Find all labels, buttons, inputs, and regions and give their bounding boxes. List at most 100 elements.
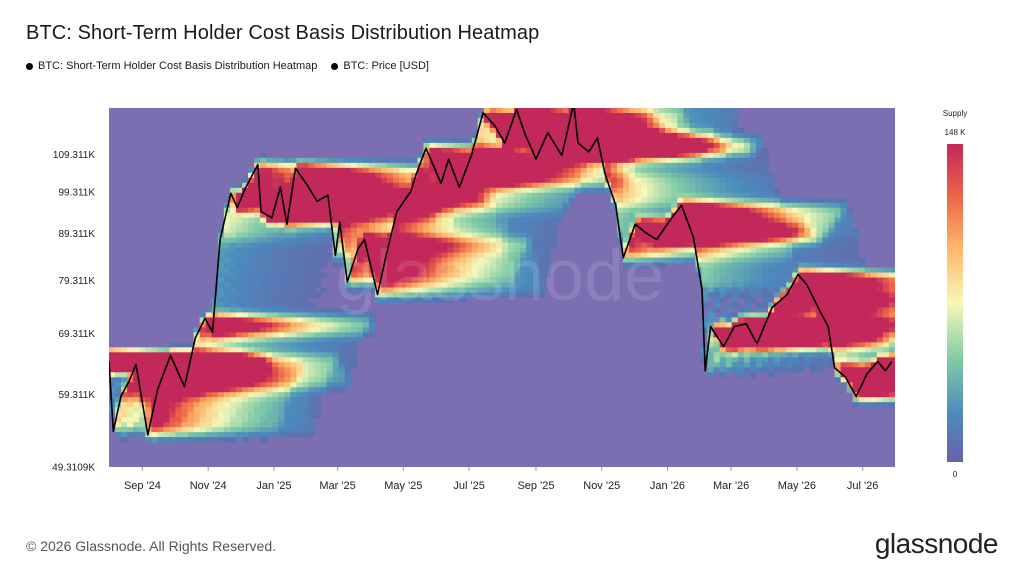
heatmap-cell bbox=[876, 272, 884, 279]
heatmap-cell bbox=[713, 342, 721, 348]
heatmap-cell bbox=[290, 297, 298, 304]
heatmap-cell bbox=[538, 152, 545, 159]
heatmap-cell bbox=[834, 202, 842, 209]
heatmap-cell bbox=[139, 372, 146, 378]
legend-item-price[interactable]: BTC: Price [USD] bbox=[331, 60, 429, 72]
heatmap-cell bbox=[278, 402, 285, 408]
heatmap-cell bbox=[465, 167, 473, 174]
heatmap-cell bbox=[423, 182, 431, 189]
heatmap-cell bbox=[115, 357, 122, 363]
heatmap-cell bbox=[405, 247, 412, 254]
heatmap-cell bbox=[701, 108, 709, 114]
heatmap-cell bbox=[187, 387, 195, 393]
heatmap-cell bbox=[308, 222, 316, 229]
heatmap-cell bbox=[768, 292, 775, 299]
heatmap-cell bbox=[199, 367, 207, 373]
heatmap-cell bbox=[816, 262, 824, 269]
heatmap-cell bbox=[326, 172, 334, 179]
heatmap-cell bbox=[441, 232, 449, 239]
heatmap-cell bbox=[695, 212, 703, 219]
heatmap-cell bbox=[387, 267, 394, 274]
heatmap-cell bbox=[846, 222, 854, 229]
heatmap-cell bbox=[320, 247, 328, 254]
heatmap-cell bbox=[556, 177, 564, 184]
heatmap-cell bbox=[532, 262, 539, 269]
heatmap-cell bbox=[296, 297, 304, 304]
heatmap-cell bbox=[465, 197, 473, 204]
heatmap-cell bbox=[302, 212, 310, 219]
heatmap-cell bbox=[768, 207, 775, 214]
heatmap-cell bbox=[508, 157, 515, 164]
heatmap-cell bbox=[465, 212, 473, 219]
heatmap-cell bbox=[707, 108, 715, 114]
heatmap-cell bbox=[550, 112, 558, 119]
heatmap-cell bbox=[810, 282, 817, 289]
heatmap-cell bbox=[502, 122, 509, 129]
heatmap-cell bbox=[223, 422, 231, 428]
heatmap-cell bbox=[852, 272, 860, 279]
heatmap-cell bbox=[266, 432, 273, 438]
heatmap-cell bbox=[604, 147, 612, 154]
heatmap-cell bbox=[768, 247, 775, 254]
heatmap-cell bbox=[344, 312, 352, 319]
heatmap-cell bbox=[659, 207, 666, 214]
heatmap-cell bbox=[387, 167, 394, 174]
heatmap-cell bbox=[429, 202, 437, 209]
heatmap-cell bbox=[278, 267, 285, 274]
heatmap-cell bbox=[375, 167, 382, 174]
heatmap-cell bbox=[713, 117, 721, 124]
heatmap-cell bbox=[707, 347, 715, 353]
heatmap-cell bbox=[701, 137, 709, 144]
heatmap-cell bbox=[798, 287, 805, 294]
heatmap-cell bbox=[332, 232, 340, 239]
heatmap-cell bbox=[284, 357, 291, 363]
heatmap-cell bbox=[556, 192, 564, 199]
heatmap-cell bbox=[217, 237, 225, 244]
legend-item-heatmap[interactable]: BTC: Short-Term Holder Cost Basis Distri… bbox=[26, 60, 317, 72]
heatmap-cell bbox=[755, 142, 763, 149]
heatmap-cell bbox=[229, 432, 237, 438]
heatmap-cell bbox=[435, 242, 443, 249]
heatmap-cell bbox=[278, 312, 285, 319]
heatmap-cell bbox=[199, 417, 207, 423]
heatmap-cell bbox=[127, 422, 134, 428]
heatmap-cell bbox=[417, 172, 424, 179]
heatmap-cell bbox=[792, 202, 799, 209]
heatmap-cell bbox=[840, 227, 848, 234]
heatmap-cell bbox=[429, 212, 437, 219]
heatmap-cell bbox=[725, 282, 733, 289]
heatmap-cell bbox=[761, 262, 769, 269]
heatmap-cell bbox=[471, 292, 479, 299]
heatmap-cell bbox=[405, 172, 412, 179]
heatmap-cell bbox=[175, 407, 183, 413]
heatmap-cell bbox=[870, 297, 878, 304]
heatmap-cell bbox=[447, 282, 455, 289]
heatmap-cell bbox=[804, 232, 811, 239]
heatmap-cell bbox=[725, 177, 733, 184]
heatmap-cell bbox=[610, 192, 618, 199]
heatmap-cell bbox=[792, 197, 799, 204]
heatmap-cell bbox=[266, 352, 273, 358]
heatmap-cell bbox=[302, 277, 310, 284]
heatmap-cell bbox=[272, 307, 279, 314]
heatmap-cell bbox=[459, 257, 467, 264]
heatmap-cell bbox=[483, 108, 491, 114]
heatmap-cell bbox=[616, 147, 624, 154]
heatmap-cell bbox=[701, 237, 709, 244]
heatmap-cell bbox=[502, 157, 509, 164]
heatmap-cell bbox=[229, 312, 237, 319]
heatmap-cell bbox=[526, 287, 533, 294]
heatmap-cell bbox=[743, 167, 751, 174]
heatmap-cell bbox=[622, 212, 630, 219]
heatmap-cell bbox=[610, 167, 618, 174]
brand-logo[interactable]: glassnode bbox=[874, 528, 999, 559]
heatmap-cell bbox=[671, 132, 678, 139]
heatmap-cell bbox=[798, 252, 805, 259]
heatmap-cell bbox=[387, 182, 394, 189]
heatmap-cell bbox=[223, 347, 231, 353]
heatmap-cell bbox=[169, 427, 177, 433]
heatmap-cell bbox=[804, 337, 811, 343]
heatmap-cell bbox=[792, 237, 799, 244]
heatmap-cell bbox=[586, 122, 594, 129]
